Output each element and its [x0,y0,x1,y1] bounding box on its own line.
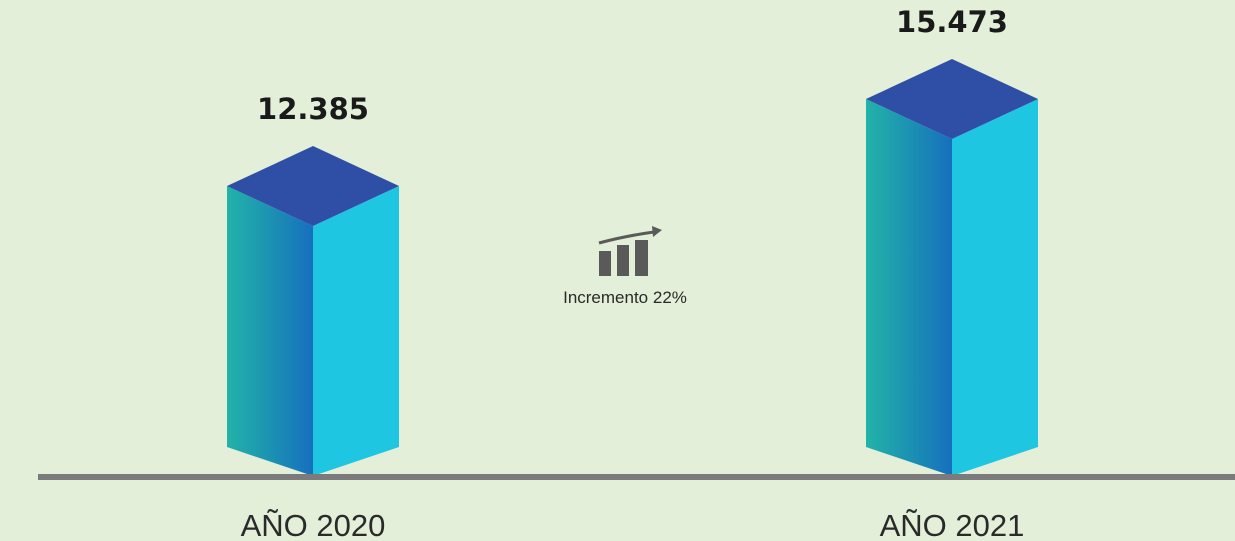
bar-right-face-1 [952,99,1038,476]
category-label-2021: AÑO 2021 [880,508,1025,541]
bar-left-face-1 [866,99,952,476]
data-label-2021: 15.473 [896,5,1008,39]
bar-0 [227,146,399,476]
category-label-2020: AÑO 2020 [241,508,386,541]
bar-top-face-0 [227,146,399,226]
data-label-2020: 12.385 [257,92,369,126]
bar-left-face-0 [227,186,313,476]
increment-annotation: Incremento 22% [563,288,687,307]
bar-right-face-0 [313,186,399,476]
growth-chart-icon [598,226,662,276]
bar-top-face-1 [866,59,1038,139]
bars-group [227,59,1038,476]
bar-1 [866,59,1038,476]
